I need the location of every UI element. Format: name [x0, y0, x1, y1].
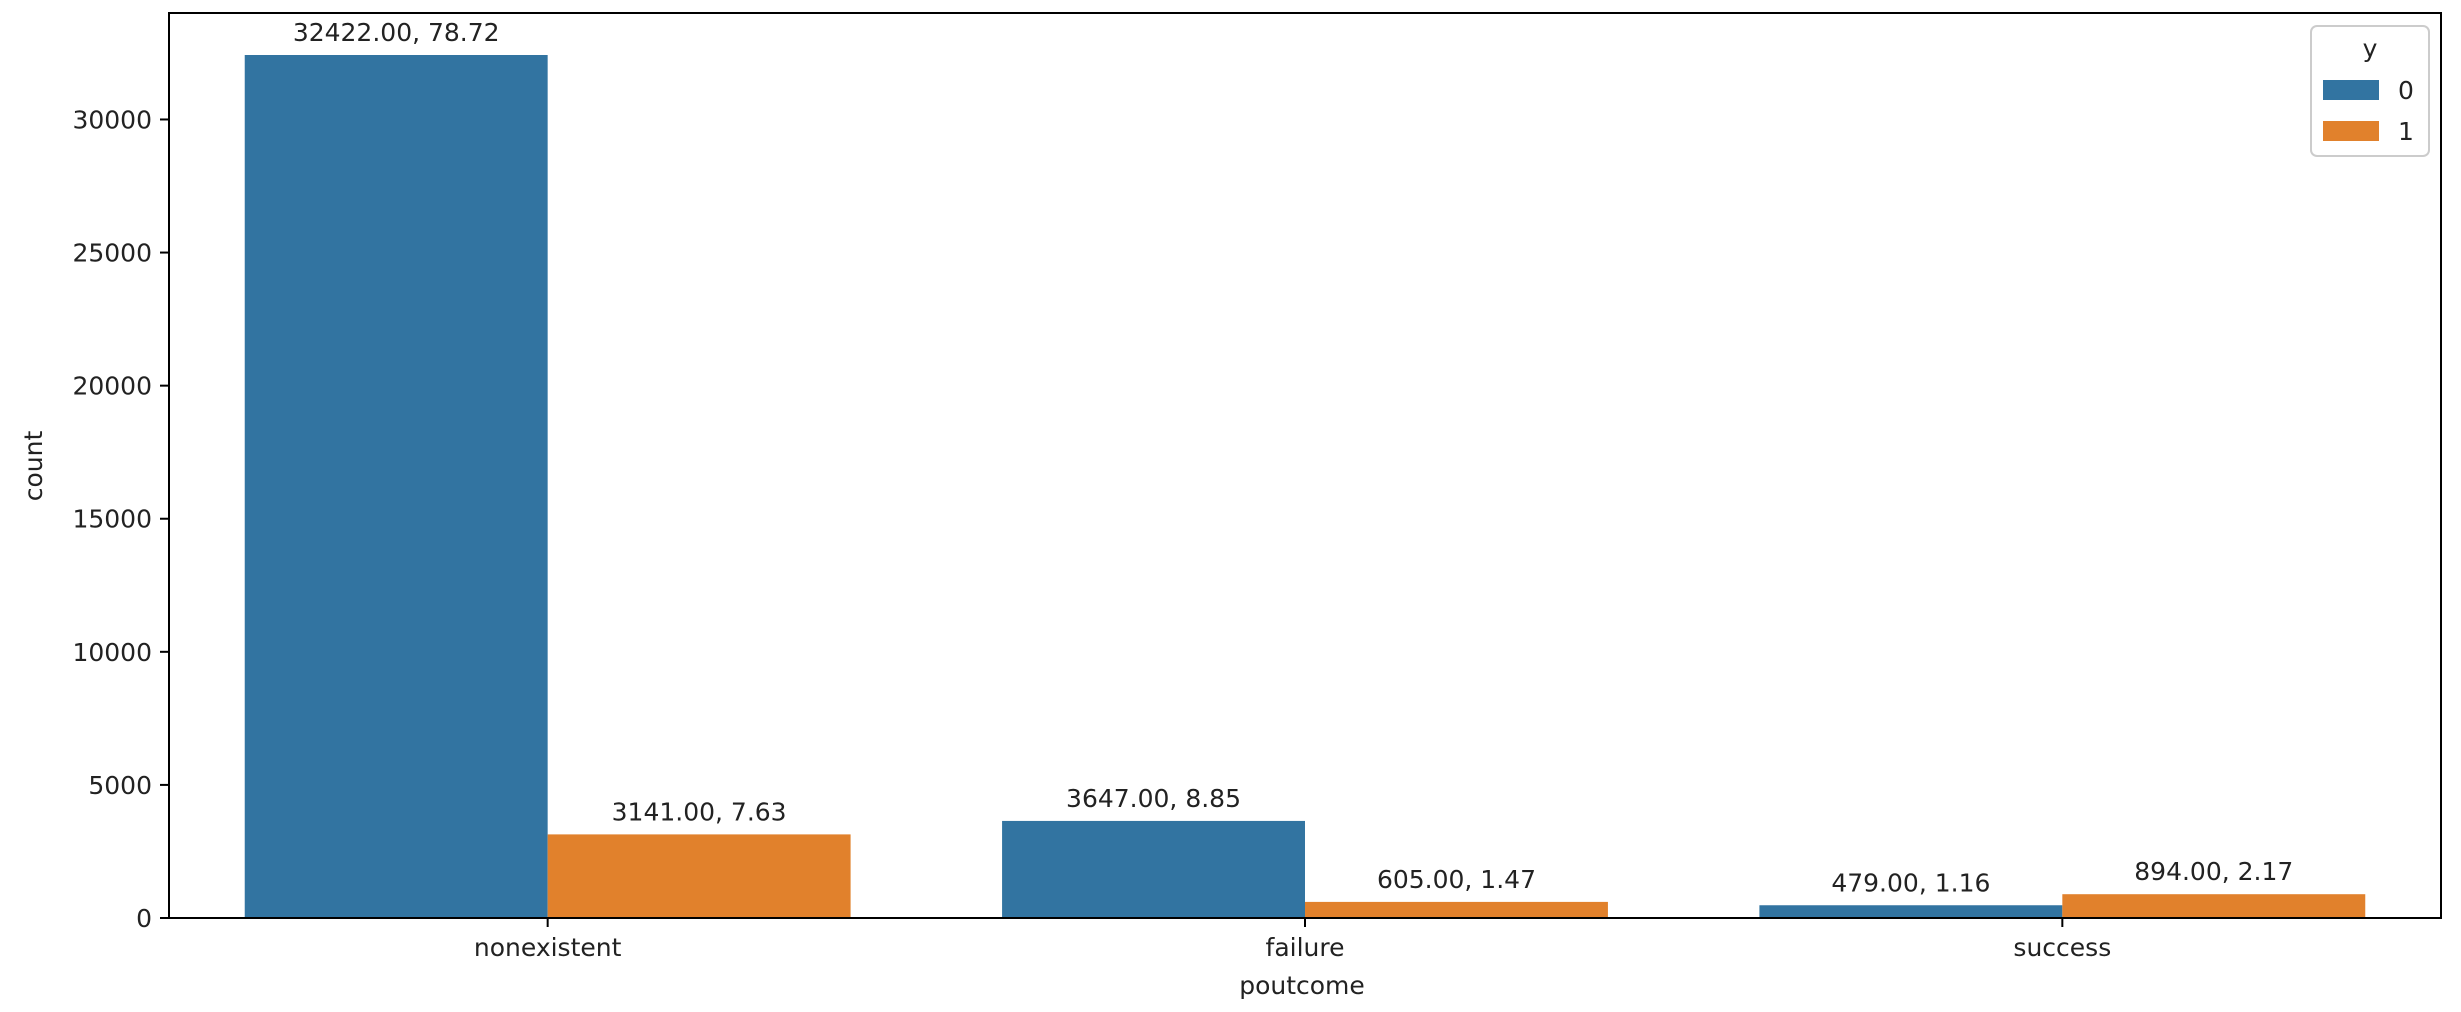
data-label-success-series-0: 479.00, 1.16 — [1831, 868, 1990, 897]
y-tick-label: 30000 — [72, 105, 152, 134]
plot-frame — [168, 12, 2442, 919]
legend-label-series-0: 0 — [2398, 76, 2414, 105]
data-label-failure-series-1: 605.00, 1.47 — [1377, 865, 1536, 894]
data-label-nonexistent-series-1: 3141.00, 7.63 — [612, 797, 787, 826]
y-axis-label: count — [19, 431, 48, 502]
plot-background — [169, 13, 2441, 918]
legend-swatch-series-0 — [2323, 80, 2379, 100]
data-labels-group: 32422.00, 78.72 3647.00, 8.85 479.00, 1.16… — [293, 18, 2294, 897]
y-tick-label: 5000 — [88, 771, 152, 800]
y-tick-label: 15000 — [72, 505, 152, 534]
bars-group — [244, 55, 2366, 918]
y-tick-label: 20000 — [72, 372, 152, 401]
bar-failure-series-1 — [1305, 901, 1608, 918]
legend-title: y — [2363, 34, 2378, 63]
data-label-nonexistent-series-0: 32422.00, 78.72 — [293, 18, 500, 47]
x-tick-label-success: success — [2013, 933, 2111, 962]
x-axis-label: poutcome — [1239, 971, 1365, 1000]
bar-nonexistent-series-0 — [244, 55, 548, 918]
data-label-failure-series-0: 3647.00, 8.85 — [1066, 784, 1241, 813]
x-axis: nonexistent failure success — [474, 918, 2111, 962]
bar-failure-series-0 — [1002, 820, 1305, 918]
legend-label-series-1: 1 — [2398, 117, 2414, 146]
y-axis: 0 5000 10000 15000 20000 25000 30000 — [72, 105, 169, 933]
bar-success-series-1 — [2062, 894, 2366, 918]
bar-success-series-0 — [1759, 905, 2063, 918]
legend: y 0 1 — [2310, 25, 2430, 157]
legend-swatch-series-1 — [2323, 121, 2379, 141]
y-tick-label: 25000 — [72, 239, 152, 268]
x-tick-label-failure: failure — [1266, 933, 1345, 962]
data-label-success-series-1: 894.00, 2.17 — [2134, 857, 2293, 886]
x-tick-label-nonexistent: nonexistent — [474, 933, 622, 962]
y-tick-label: 0 — [136, 904, 152, 933]
bar-nonexistent-series-1 — [547, 834, 851, 918]
y-tick-label: 10000 — [72, 638, 152, 667]
